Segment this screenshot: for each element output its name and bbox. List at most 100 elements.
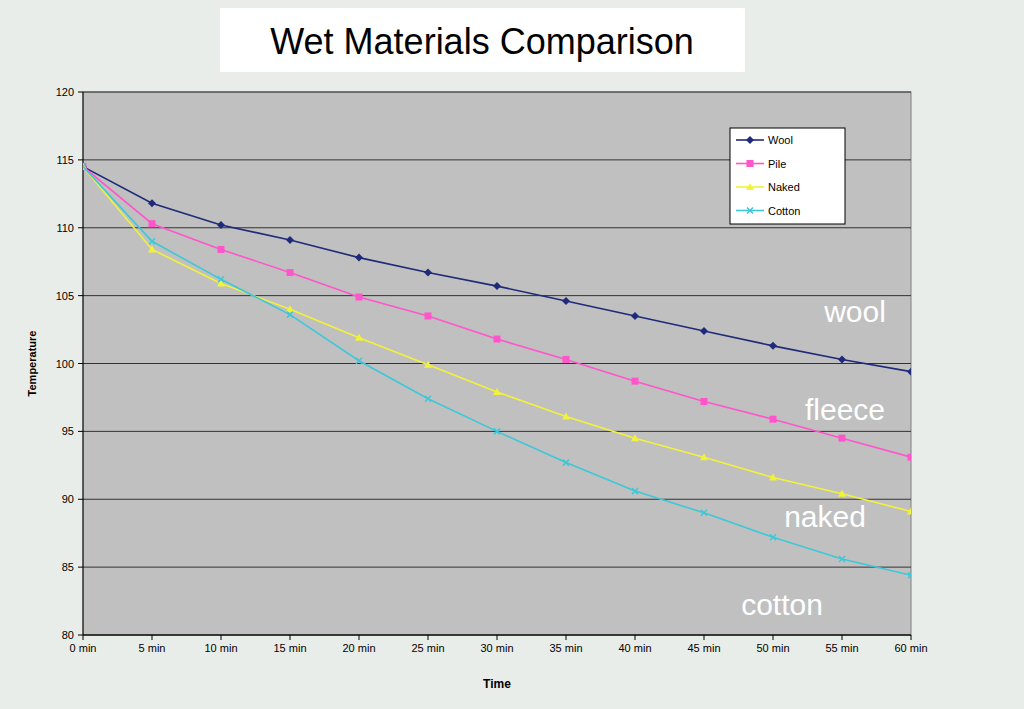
title: Wet Materials Comparison xyxy=(270,21,693,62)
x-tick xyxy=(842,635,843,640)
y-tick-label: 100 xyxy=(56,358,74,370)
y-tick xyxy=(78,92,83,93)
data-point xyxy=(493,282,501,290)
x-tick-label: 55 min xyxy=(825,642,858,654)
y-axis xyxy=(83,92,84,635)
data-point xyxy=(355,334,363,341)
data-point xyxy=(907,368,911,376)
x-tick xyxy=(635,635,636,640)
data-point xyxy=(838,355,846,363)
grid-line xyxy=(83,227,911,228)
y-tick-label: 110 xyxy=(56,222,74,234)
title-box xyxy=(220,8,745,72)
x-tick-label: 40 min xyxy=(618,642,651,654)
data-point xyxy=(149,220,156,227)
y-tick xyxy=(78,635,83,636)
x-tick-label: 5 min xyxy=(139,642,166,654)
x-tick-label: 10 min xyxy=(204,642,237,654)
grid-line xyxy=(83,363,911,364)
x-tick-label: 25 min xyxy=(411,642,444,654)
data-point xyxy=(218,276,224,282)
data-point xyxy=(286,236,294,244)
grid-line xyxy=(83,92,911,93)
data-point xyxy=(562,297,570,305)
x-tick-label: 15 min xyxy=(273,642,306,654)
y-axis-title: Temperature xyxy=(26,331,38,397)
y-tick-label: 80 xyxy=(62,629,74,641)
grid-line xyxy=(83,295,911,296)
legend-label: Naked xyxy=(768,181,800,193)
data-point xyxy=(563,356,570,363)
background xyxy=(0,0,1024,709)
data-point xyxy=(494,336,501,343)
data-point xyxy=(769,474,777,481)
data-point xyxy=(838,490,846,497)
chart-root: 808590951001051101151200 min5 min10 min1… xyxy=(0,0,1024,709)
data-point xyxy=(769,342,777,350)
x-tick-label: 20 min xyxy=(342,642,375,654)
x-tick xyxy=(290,635,291,640)
legend-label: Cotton xyxy=(768,205,800,217)
data-point xyxy=(83,164,86,170)
data-point xyxy=(356,293,363,300)
data-point xyxy=(563,460,569,466)
grid-line xyxy=(83,567,911,568)
data-point xyxy=(425,312,432,319)
series-group xyxy=(83,163,911,579)
y-tick xyxy=(78,159,83,160)
data-point xyxy=(424,361,432,368)
data-point xyxy=(148,199,156,207)
data-point xyxy=(562,412,570,419)
x-tick-label: 60 min xyxy=(894,642,927,654)
legend-marker xyxy=(746,136,754,144)
grid-line xyxy=(83,635,911,636)
data-point xyxy=(149,238,155,244)
y-tick-label: 115 xyxy=(56,154,74,166)
annotation: naked xyxy=(784,500,866,533)
data-point xyxy=(700,327,708,335)
data-point xyxy=(218,246,225,253)
data-point xyxy=(770,534,776,540)
x-tick xyxy=(704,635,705,640)
legend-box xyxy=(730,128,845,224)
x-tick xyxy=(773,635,774,640)
legend-marker xyxy=(747,160,754,167)
x-tick-label: 50 min xyxy=(756,642,789,654)
x-tick-label: 0 min xyxy=(70,642,97,654)
data-point xyxy=(701,398,708,405)
x-tick xyxy=(152,635,153,640)
chart: 808590951001051101151200 min5 min10 min1… xyxy=(0,0,1024,709)
annotation: wool xyxy=(823,295,886,328)
y-tick xyxy=(78,499,83,500)
data-point xyxy=(355,254,363,262)
data-point xyxy=(425,396,431,402)
data-point xyxy=(908,454,912,461)
data-point xyxy=(217,221,225,229)
x-axis-title: Time xyxy=(483,677,511,691)
y-tick-label: 90 xyxy=(62,493,74,505)
x-tick-label: 45 min xyxy=(687,642,720,654)
data-point xyxy=(287,269,294,276)
y-tick xyxy=(78,363,83,364)
x-tick xyxy=(497,635,498,640)
data-point xyxy=(700,453,708,460)
data-point xyxy=(494,428,500,434)
data-point xyxy=(908,572,911,578)
data-point xyxy=(148,245,156,252)
x-tick xyxy=(911,635,912,640)
annotation: cotton xyxy=(741,588,823,621)
y-tick-label: 105 xyxy=(56,290,74,302)
data-point xyxy=(631,434,639,441)
legend-marker xyxy=(747,208,753,214)
y-tick-label: 95 xyxy=(62,425,74,437)
x-tick xyxy=(83,635,84,640)
data-point xyxy=(424,269,432,277)
plot-area xyxy=(83,92,911,635)
legend-label: Wool xyxy=(768,134,793,146)
x-tick xyxy=(428,635,429,640)
data-point xyxy=(632,378,639,385)
data-point xyxy=(770,416,777,423)
data-point xyxy=(839,556,845,562)
x-tick-label: 35 min xyxy=(549,642,582,654)
x-tick xyxy=(566,635,567,640)
